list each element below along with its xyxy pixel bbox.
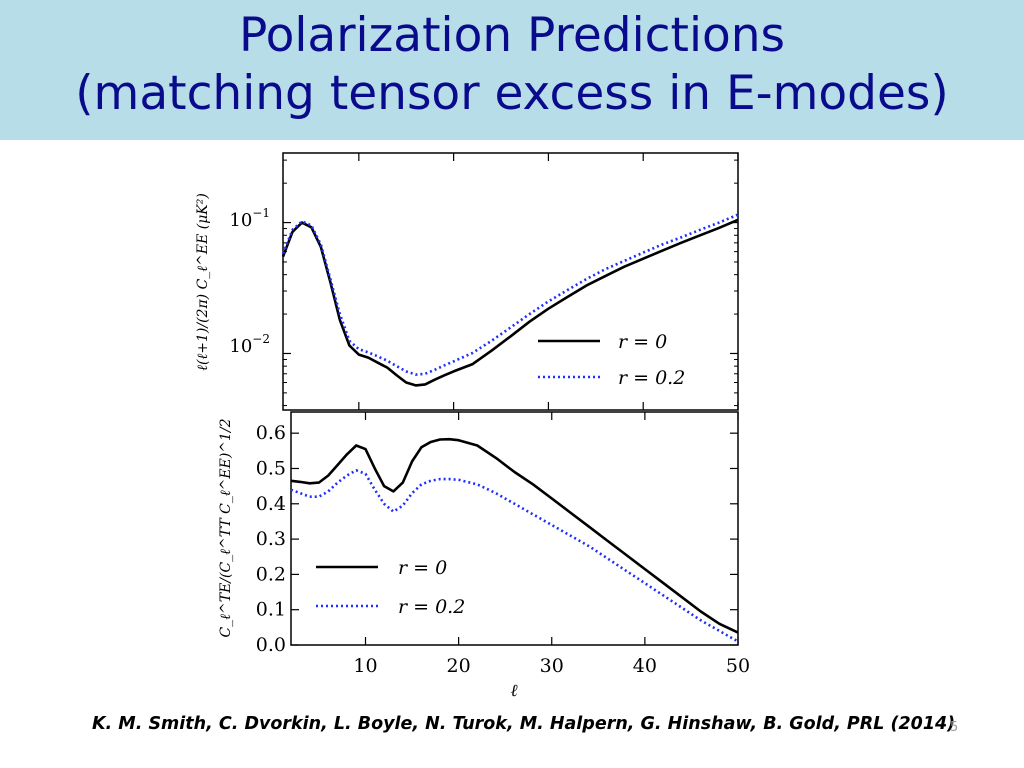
bottom-xtick-label-0: 10 <box>353 655 377 677</box>
bottom-series <box>290 437 739 643</box>
bottom-series-r02 <box>290 468 739 643</box>
bottom-legend: r = 0 r = 0.2 <box>316 557 465 618</box>
bottom-plot-frame <box>290 411 739 646</box>
top-series-r0 <box>281 218 739 387</box>
bottom-ylabel: C_ℓ^TE/(C_ℓ^TT C_ℓ^EE)^1/2 <box>218 418 234 637</box>
bottom-axis-ticks: 0.0 0.1 0.2 0.3 0.4 0.5 0.6 10 20 30 40 50 <box>256 412 750 677</box>
bottom-series-r0 <box>290 437 739 634</box>
citation: K. M. Smith, C. Dvorkin, L. Boyle, N. Tu… <box>92 714 956 734</box>
top-plot-frame <box>282 152 739 411</box>
bottom-xtick-label-3: 40 <box>633 655 657 677</box>
top-axis-ticks <box>283 153 739 410</box>
top-legend-label-r02: r = 0.2 <box>618 367 685 389</box>
bottom-ytick-label-6: 0.6 <box>256 422 286 444</box>
top-ytick-label-1: 10−2 <box>229 332 270 357</box>
title-band <box>0 0 1024 140</box>
top-ytick-label-0: 10−1 <box>229 206 270 231</box>
bottom-ytick-label-0: 0.0 <box>256 634 286 656</box>
top-ylabel: ℓ(ℓ+1)/(2π) C_ℓ^EE (μK²) <box>195 193 211 371</box>
top-series-r02 <box>281 213 739 376</box>
bottom-xtick-label-1: 20 <box>447 655 471 677</box>
slide-subtitle: (matching tensor excess in E-modes) <box>75 66 949 121</box>
bottom-legend-label-r02: r = 0.2 <box>398 596 465 618</box>
top-legend: r = 0 r = 0.2 <box>538 331 685 389</box>
bottom-ytick-label-5: 0.5 <box>256 457 286 479</box>
bottom-ytick-label-3: 0.3 <box>256 528 286 550</box>
bottom-legend-label-r0: r = 0 <box>398 557 447 579</box>
top-legend-label-r0: r = 0 <box>618 331 667 353</box>
bottom-xtick-label-4: 50 <box>726 655 750 677</box>
xlabel: ℓ <box>510 681 517 701</box>
bottom-ytick-label-2: 0.2 <box>256 563 286 585</box>
slide-title: Polarization Predictions <box>238 8 786 63</box>
bottom-ytick-label-4: 0.4 <box>256 493 286 515</box>
slide-number: 5 <box>950 720 959 735</box>
bottom-ytick-label-1: 0.1 <box>256 599 286 621</box>
top-series <box>281 213 739 387</box>
bottom-xtick-label-2: 30 <box>540 655 564 677</box>
